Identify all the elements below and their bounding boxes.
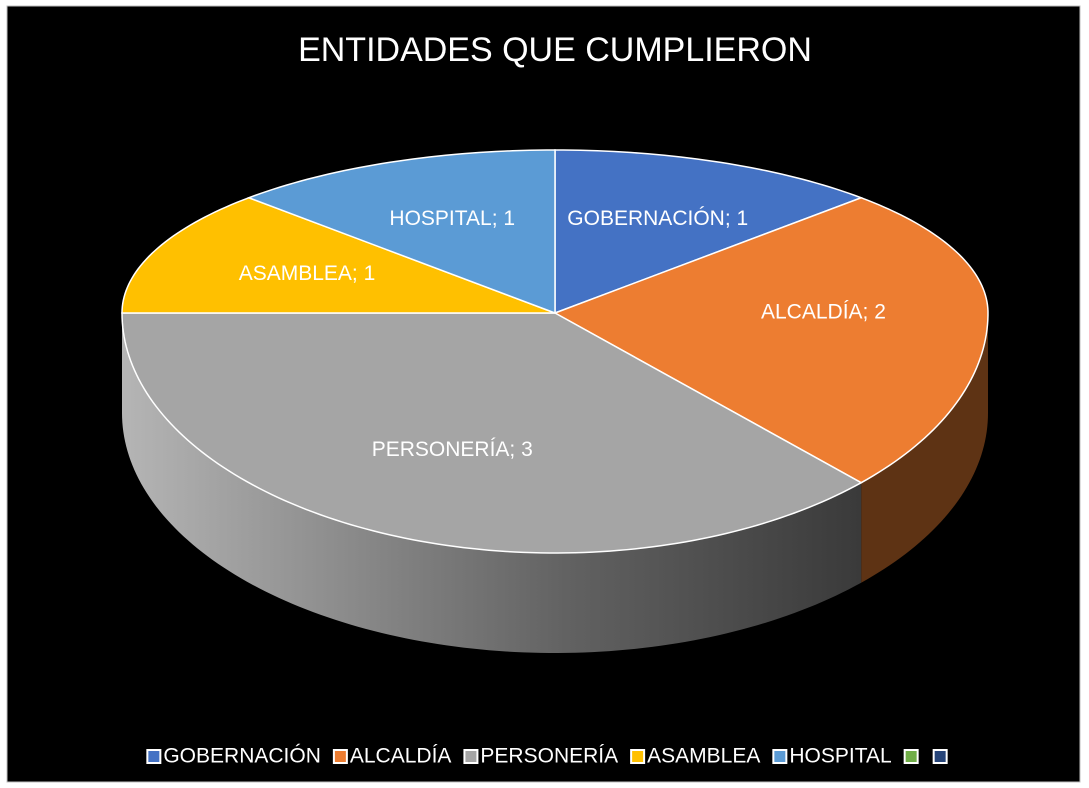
legend-swatch <box>146 749 162 764</box>
legend-label: ASAMBLEA <box>647 745 760 768</box>
data-label: HOSPITAL; 1 <box>389 207 515 230</box>
slice <box>121 196 556 314</box>
legend-label: GOBERNACIÓN <box>163 745 321 768</box>
data-label: GOBERNACIÓN; 1 <box>567 207 748 230</box>
legend-label: HOSPITAL <box>789 745 891 768</box>
data-label: PERSONERÍA; 3 <box>372 438 533 461</box>
slice <box>553 196 989 484</box>
data-label: ALCALDÍA; 2 <box>761 301 886 324</box>
data-label: ASAMBLEA; 1 <box>239 262 376 285</box>
slice-side <box>861 313 988 583</box>
legend-swatch <box>903 749 919 764</box>
legend-label: PERSONERÍA <box>480 745 618 768</box>
slice-side <box>122 313 862 653</box>
slice <box>554 149 864 315</box>
legend-swatch <box>932 749 948 764</box>
legend-swatch <box>630 749 646 764</box>
legend-swatch <box>772 749 788 764</box>
legend-swatch <box>463 749 479 764</box>
legend-label: ALCALDÍA <box>350 745 452 768</box>
slice <box>246 149 556 315</box>
slice <box>121 312 863 554</box>
legend-swatch <box>332 749 348 764</box>
chart-title: ENTIDADES QUE CUMPLIERON <box>298 31 812 69</box>
